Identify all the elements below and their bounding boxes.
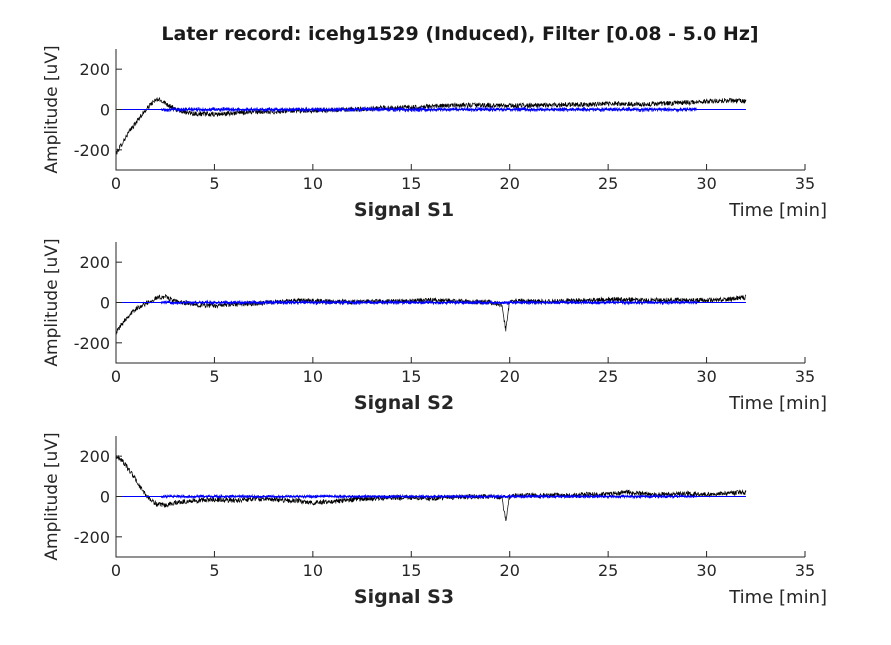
y-axis-label-s1: Amplitude [uV] — [42, 45, 62, 173]
figure-title: Later record: icehg1529 (Induced), Filte… — [161, 23, 758, 45]
x-tick-label: 5 — [209, 174, 219, 193]
series-line-black-s2 — [115, 294, 747, 336]
x-tick-label: 30 — [696, 174, 716, 193]
x-axis-label-s1: Time [min] — [728, 200, 827, 221]
y-tick-label: 0 — [100, 101, 110, 120]
series-line-black-s1 — [115, 96, 747, 155]
x-tick-label: 5 — [209, 561, 219, 580]
y-tick-label: 200 — [79, 60, 110, 79]
panel-subtitle-s1: Signal S1 — [354, 199, 454, 221]
x-tick-label: 35 — [795, 561, 815, 580]
x-tick-label: 35 — [795, 174, 815, 193]
y-tick-label: -200 — [74, 334, 110, 353]
x-tick-label: 20 — [500, 367, 520, 386]
y-tick-label: 200 — [79, 253, 110, 272]
x-tick-label: 15 — [401, 174, 421, 193]
y-tick-label: 0 — [100, 488, 110, 507]
y-tick-label: 200 — [79, 447, 110, 466]
y-axis-label-s2: Amplitude [uV] — [42, 238, 62, 366]
x-tick-label: 35 — [795, 367, 815, 386]
series-line-blue-s1 — [161, 106, 698, 113]
x-axis-label-s2: Time [min] — [728, 393, 827, 414]
x-tick-label: 10 — [303, 174, 323, 193]
x-tick-label: 0 — [111, 561, 121, 580]
x-tick-label: 0 — [111, 367, 121, 386]
x-tick-label: 0 — [111, 174, 121, 193]
x-tick-label: 20 — [500, 174, 520, 193]
x-tick-label: 15 — [401, 367, 421, 386]
x-tick-label: 5 — [209, 367, 219, 386]
y-tick-label: -200 — [74, 141, 110, 160]
series-line-blue-s3 — [160, 493, 697, 500]
x-tick-label: 30 — [696, 561, 716, 580]
x-tick-label: 10 — [303, 561, 323, 580]
y-axis-label-s3: Amplitude [uV] — [42, 432, 62, 560]
x-tick-label: 15 — [401, 561, 421, 580]
x-tick-label: 25 — [598, 367, 618, 386]
x-tick-label: 30 — [696, 367, 716, 386]
y-tick-label: -200 — [74, 528, 110, 547]
x-axis-label-s3: Time [min] — [728, 587, 827, 608]
y-tick-label: 0 — [100, 294, 110, 313]
x-tick-label: 25 — [598, 174, 618, 193]
panel-subtitle-s3: Signal S3 — [354, 586, 454, 608]
x-tick-label: 20 — [500, 561, 520, 580]
x-tick-label: 10 — [303, 367, 323, 386]
x-tick-label: 25 — [598, 561, 618, 580]
panel-subtitle-s2: Signal S2 — [354, 392, 454, 414]
series-line-black-s3 — [115, 455, 747, 521]
